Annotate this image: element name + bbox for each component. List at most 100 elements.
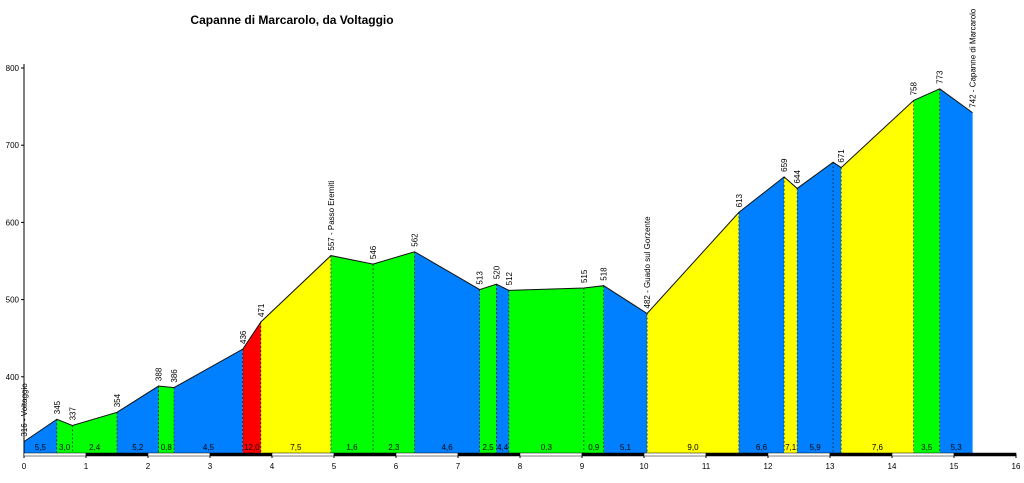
elevation-label-8: 557 - Passo Eremiti bbox=[327, 181, 336, 251]
profile-segment-12 bbox=[496, 284, 509, 454]
elevation-label-17: 613 bbox=[735, 193, 744, 207]
profile-segment-14 bbox=[583, 285, 604, 454]
gradient-label-18: 7,1 bbox=[785, 443, 797, 452]
x-tick-label-4: 4 bbox=[270, 462, 275, 471]
x-tick-label-14: 14 bbox=[888, 462, 897, 471]
gradient-label-13: 0,3 bbox=[541, 443, 553, 452]
profile-segment-23 bbox=[939, 88, 973, 455]
elevation-label-12: 520 bbox=[492, 265, 501, 279]
x-tick-label-0: 0 bbox=[22, 462, 27, 471]
gradient-label-21: 7,6 bbox=[872, 443, 884, 452]
profile-segment-10 bbox=[414, 251, 480, 454]
elevation-label-19: 644 bbox=[793, 170, 802, 184]
km-bar-block-13 bbox=[829, 452, 893, 457]
gradient-label-19: 5,9 bbox=[810, 443, 822, 452]
profile-segment-1 bbox=[56, 419, 73, 454]
elevation-label-4: 388 bbox=[155, 367, 164, 381]
profile-segment-19 bbox=[797, 162, 834, 454]
gradient-label-8: 1,6 bbox=[346, 443, 358, 452]
gradient-label-17: 6,6 bbox=[756, 443, 768, 452]
profile-segment-4 bbox=[158, 386, 175, 454]
elevation-label-3: 354 bbox=[113, 393, 122, 407]
profile-segment-6 bbox=[242, 321, 261, 454]
km-bar-block-15 bbox=[953, 452, 1017, 457]
x-tick-label-16: 16 bbox=[1012, 462, 1021, 471]
elevation-label-1: 345 bbox=[53, 400, 62, 414]
km-bar-block-0 bbox=[23, 452, 87, 457]
y-tick-label-1: 500 bbox=[6, 296, 20, 305]
km-bar-block-8 bbox=[519, 452, 583, 457]
km-bar-block-5 bbox=[333, 452, 397, 457]
elevation-label-22: 758 bbox=[910, 82, 919, 96]
profile-segment-2 bbox=[72, 412, 117, 454]
elevation-label-10: 562 bbox=[411, 233, 420, 247]
gradient-label-1: 3,0 bbox=[59, 443, 71, 452]
elevation-label-15: 518 bbox=[600, 267, 609, 281]
km-bar-block-14 bbox=[891, 452, 955, 457]
profile-segment-13 bbox=[508, 288, 584, 454]
km-bar-block-1 bbox=[85, 452, 149, 457]
x-tick-label-6: 6 bbox=[394, 462, 399, 471]
gradient-label-15: 5,1 bbox=[620, 443, 632, 452]
elevation-label-18: 659 bbox=[780, 158, 789, 172]
gradient-label-10: 4,6 bbox=[442, 443, 454, 452]
x-tick-label-2: 2 bbox=[146, 462, 151, 471]
profile-segment-8 bbox=[330, 255, 374, 454]
profile-segment-16 bbox=[647, 212, 739, 454]
chart-title: Capanne di Marcarolo, da Voltaggio bbox=[190, 13, 393, 27]
x-tick-label-15: 15 bbox=[950, 462, 959, 471]
km-bar-block-9 bbox=[581, 452, 645, 457]
elevation-labels: 316 - Voltaggio 345 337 354 388 386 436 471 557 … bbox=[20, 8, 978, 437]
km-bar-block-3 bbox=[209, 452, 273, 457]
km-bar-block-7 bbox=[457, 452, 521, 457]
profile-segment-18 bbox=[784, 176, 798, 455]
elevation-label-7: 471 bbox=[257, 303, 266, 317]
gradient-label-3: 5,2 bbox=[132, 443, 144, 452]
km-bar-block-10 bbox=[643, 452, 707, 457]
x-tick-label-3: 3 bbox=[208, 462, 213, 471]
y-tick-label-2: 600 bbox=[6, 218, 20, 227]
gradient-label-4: 0,8 bbox=[161, 443, 173, 452]
x-tick-label-7: 7 bbox=[456, 462, 461, 471]
profile-segment-22 bbox=[913, 88, 940, 455]
elevation-label-14: 515 bbox=[580, 269, 589, 283]
x-tick-label-9: 9 bbox=[580, 462, 585, 471]
x-tick-label-12: 12 bbox=[764, 462, 773, 471]
x-tick-label-5: 5 bbox=[332, 462, 337, 471]
profile-areas bbox=[23, 88, 973, 455]
x-tick-label-13: 13 bbox=[826, 462, 835, 471]
profile-segment-7 bbox=[260, 255, 331, 454]
profile-segment-15 bbox=[603, 285, 648, 454]
profile-segment-3 bbox=[117, 386, 159, 454]
x-tick-label-10: 10 bbox=[640, 462, 649, 471]
km-bar-block-11 bbox=[705, 452, 769, 457]
elevation-label-0: 316 - Voltaggio bbox=[20, 383, 29, 437]
elevation-label-16: 482 - Guado sul Gorzente bbox=[643, 216, 652, 309]
elevation-label-13: 512 bbox=[505, 271, 514, 285]
gradient-label-7: 7,5 bbox=[290, 443, 302, 452]
y-tick-label-4: 800 bbox=[6, 64, 20, 73]
y-tick-label-0: 400 bbox=[6, 373, 20, 382]
profile-segment-5 bbox=[174, 349, 243, 454]
gradient-label-0: 5,5 bbox=[35, 443, 47, 452]
gradient-label-12: 4,4 bbox=[497, 443, 509, 452]
gradient-label-22: 3,5 bbox=[921, 443, 933, 452]
elevation-label-24: 742 - Capanne di Marcarolo bbox=[969, 8, 978, 108]
gradient-label-14: 0,9 bbox=[588, 443, 600, 452]
elevation-label-5: 386 bbox=[170, 369, 179, 383]
gradient-label-9: 2,3 bbox=[388, 443, 400, 452]
gradient-label-16: 9,0 bbox=[687, 443, 699, 452]
km-bar-block-4 bbox=[271, 452, 335, 457]
y-tick-label-3: 700 bbox=[6, 141, 20, 150]
gradient-label-2: 2,4 bbox=[89, 443, 101, 452]
gradient-label-11: 2,5 bbox=[483, 443, 495, 452]
profile-segment-11 bbox=[479, 284, 497, 454]
elevation-label-11: 513 bbox=[476, 271, 485, 285]
elevation-label-6: 436 bbox=[239, 330, 248, 344]
profile-segment-17 bbox=[738, 176, 785, 455]
km-bar-block-12 bbox=[767, 452, 831, 457]
elevation-label-23: 773 bbox=[936, 70, 945, 84]
elevation-label-9: 546 bbox=[369, 245, 378, 259]
profile-segment-21 bbox=[841, 100, 914, 454]
